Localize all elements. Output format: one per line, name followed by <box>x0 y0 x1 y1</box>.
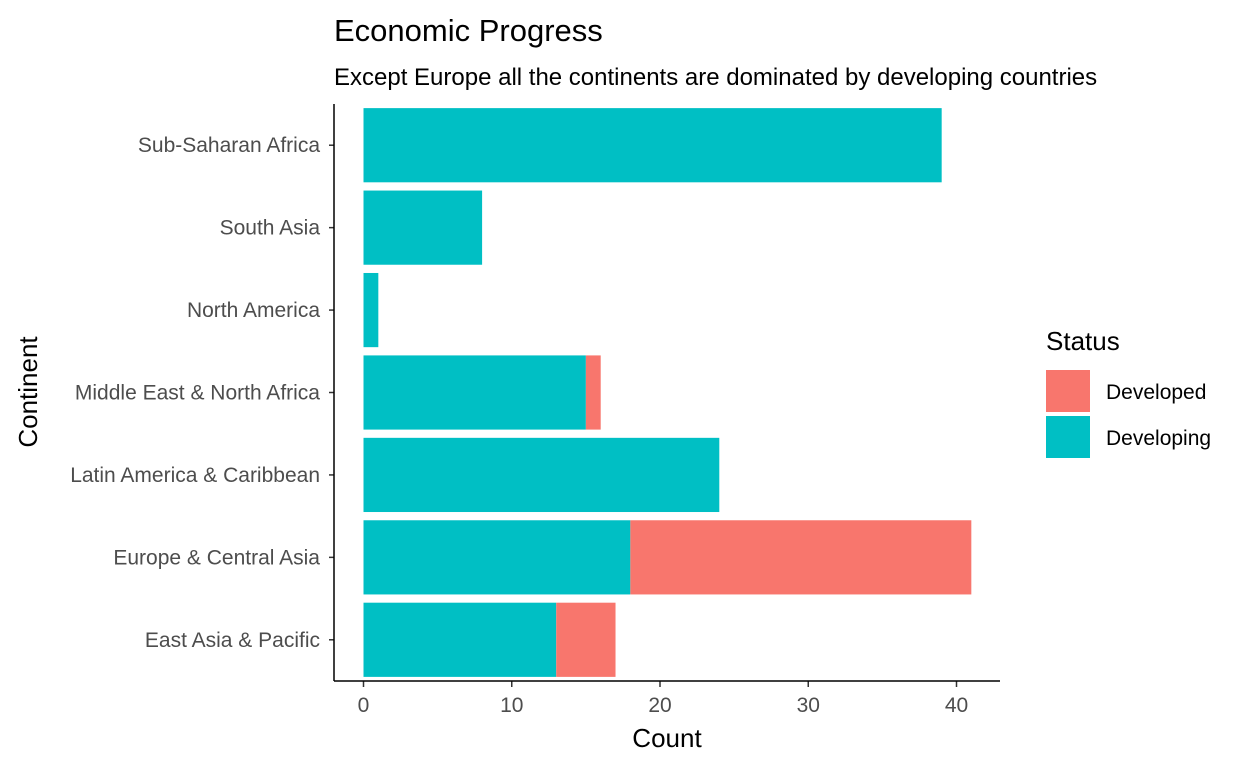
bar-north-america-developing <box>363 272 379 348</box>
legend: Status Developed Developing <box>1046 326 1211 458</box>
x-tick-label: 40 <box>945 694 968 717</box>
legend-items: Developed Developing <box>1046 370 1211 458</box>
bar-sub-saharan-africa-developing <box>363 108 942 183</box>
bar-east-asia-and-pacific-developing <box>363 602 557 677</box>
y-tick-label: South Asia <box>220 217 321 240</box>
bar-europe-and-central-asia-developing <box>363 520 631 595</box>
legend-label-developing: Developing <box>1106 427 1211 450</box>
bar-europe-and-central-asia-developed <box>630 520 972 595</box>
y-tick-label: Europe & Central Asia <box>113 546 320 569</box>
y-tick-label: North America <box>187 299 320 322</box>
y-tick-label: East Asia & Pacific <box>145 629 320 652</box>
legend-title: Status <box>1046 326 1120 356</box>
x-tick-label: 20 <box>648 694 671 717</box>
bars-group <box>363 108 972 677</box>
chart-title: Economic Progress <box>334 13 603 48</box>
x-tick-label: 0 <box>358 694 370 717</box>
legend-key-developed <box>1046 370 1090 412</box>
y-tick-label: Latin America & Caribbean <box>70 464 320 487</box>
x-tick-label: 10 <box>500 694 523 717</box>
legend-label-developed: Developed <box>1106 381 1206 404</box>
x-ticks-group: 0 10 20 30 40 <box>358 681 968 717</box>
y-tick-label: Middle East & North Africa <box>75 382 320 405</box>
x-axis-title: Count <box>632 723 702 753</box>
bar-middle-east-and-north-africa-developed <box>585 355 601 430</box>
y-tick-label: Sub-Saharan Africa <box>138 134 320 157</box>
y-axis-title: Continent <box>13 336 43 448</box>
bar-latin-america-and-caribbean-developing <box>363 437 720 513</box>
legend-key-developing <box>1046 416 1090 458</box>
x-tick-label: 30 <box>797 694 820 717</box>
bar-south-asia-developing <box>363 190 483 265</box>
bar-middle-east-and-north-africa-developing <box>363 355 586 430</box>
chart-subtitle: Except Europe all the continents are dom… <box>334 64 1097 91</box>
y-ticks-group: East Asia & Pacific Europe & Central Asia… <box>70 134 334 652</box>
bar-east-asia-and-pacific-developed <box>556 602 616 677</box>
